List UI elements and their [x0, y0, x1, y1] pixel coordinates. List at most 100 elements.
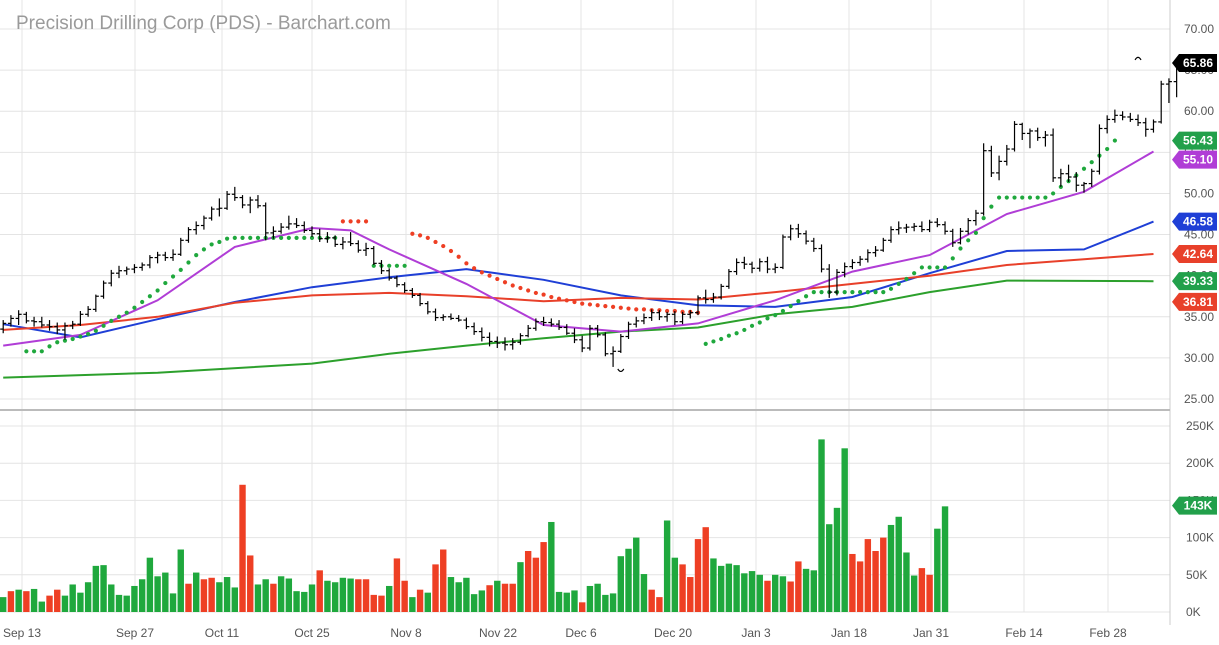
- sar-dot-up: [70, 336, 75, 342]
- price-bars: [0, 56, 1180, 373]
- sar-dot-up: [387, 263, 392, 268]
- volume-bar: [671, 557, 679, 612]
- date-tick-label: Feb 14: [1005, 626, 1043, 640]
- sar-dot-down: [340, 219, 345, 224]
- price-bar: [772, 263, 779, 274]
- sar-dot-up: [888, 286, 894, 291]
- price-bar: [965, 218, 972, 235]
- volume-bar: [7, 591, 15, 612]
- sar-dot-down: [634, 307, 639, 312]
- price-bar: [617, 334, 624, 353]
- price-bar: [185, 227, 192, 243]
- price-bar: [401, 282, 408, 293]
- price-bar: [393, 275, 400, 288]
- badge-label: 36.81: [1183, 295, 1213, 309]
- price-bar: [710, 292, 717, 303]
- price-bar: [1119, 111, 1126, 121]
- price-bar: [46, 320, 53, 331]
- sar-dot-down: [564, 298, 569, 303]
- volume-bar: [370, 594, 377, 612]
- sar-dot-down: [479, 270, 484, 275]
- volume-bar: [270, 583, 277, 612]
- price-bar: [509, 338, 516, 350]
- price-bar: [687, 310, 694, 319]
- price-bar: [1034, 127, 1041, 141]
- price-bar: [841, 262, 848, 278]
- sar-dot-up: [31, 349, 37, 354]
- sar-dot-down: [472, 266, 477, 271]
- volume-bars: [0, 439, 949, 612]
- price-bar: [525, 325, 532, 338]
- sar-dot-down: [665, 308, 670, 314]
- price-badges[interactable]: 65.86 56.43 55.10 46.58 42.64 39.33 36.81 143K: [1172, 54, 1217, 515]
- volume-bar: [679, 564, 686, 612]
- volume-bar: [880, 537, 887, 612]
- price-bar: [895, 221, 902, 235]
- price-bar: [702, 289, 709, 304]
- sar-dot-up: [873, 290, 878, 295]
- sar-dot-up: [1105, 146, 1110, 152]
- volume-bar: [69, 584, 76, 612]
- sar-dot-down: [549, 294, 554, 300]
- volume-bar: [285, 578, 293, 612]
- volume-bar: [424, 592, 431, 612]
- price-bar: [1019, 122, 1026, 140]
- sar-dot-down: [425, 235, 430, 240]
- sar-dot-up: [757, 320, 762, 325]
- date-tick-label: Oct 11: [205, 626, 240, 640]
- volume-bar: [579, 602, 586, 612]
- price-bar: [911, 223, 918, 232]
- volume-bar: [826, 524, 833, 612]
- sar-dot-up: [935, 265, 940, 270]
- badge-label: 55.10: [1183, 153, 1213, 167]
- sar-dot-up: [1112, 138, 1117, 143]
- sar-dot-up: [140, 299, 145, 305]
- volume-bar: [169, 593, 177, 612]
- sar-dot-down: [487, 273, 492, 278]
- sar-dot-up: [981, 216, 986, 221]
- sar-dot-up: [255, 235, 261, 240]
- sar-dot-up: [719, 336, 724, 342]
- sar-dot-down: [363, 219, 369, 224]
- price-bar: [332, 235, 339, 247]
- swing-marker: [1134, 56, 1142, 61]
- sar-dot-up: [726, 333, 731, 338]
- sar-dot-down: [626, 306, 631, 311]
- price-bar: [803, 230, 810, 245]
- price-bar: [378, 260, 385, 275]
- volume-bar: [61, 595, 69, 612]
- badge-label: 65.86: [1183, 56, 1213, 70]
- volume-bar: [378, 595, 385, 612]
- price-bar: [239, 195, 246, 209]
- price-bar: [664, 311, 671, 322]
- price-bar: [640, 313, 647, 325]
- volume-bar: [779, 576, 787, 612]
- price-bar: [656, 310, 663, 321]
- sar-dot-down: [502, 280, 508, 285]
- chart-grid: [0, 0, 1171, 625]
- price-bar: [556, 320, 563, 330]
- price-bar: [309, 226, 315, 238]
- sar-dot-up: [796, 299, 801, 304]
- volume-bar: [833, 507, 841, 612]
- price-bar: [1065, 164, 1072, 182]
- volume-bar: [401, 580, 408, 612]
- volume-bar: [748, 571, 756, 612]
- badge-shape: [1172, 150, 1217, 169]
- volume-bar: [717, 565, 725, 612]
- sar-dot-down: [587, 302, 593, 307]
- price-tick-label: 30.00: [1184, 351, 1214, 365]
- price-bar: [278, 223, 285, 234]
- date-tick-label: Jan 31: [913, 626, 949, 640]
- date-tick-label: Sep 27: [116, 626, 154, 640]
- volume-bar: [38, 601, 45, 612]
- price-bar: [671, 311, 678, 325]
- volume-bar: [447, 577, 455, 612]
- price-bar: [903, 223, 910, 233]
- price-bar: [69, 320, 76, 330]
- volume-bar: [741, 573, 748, 612]
- sar-dot-up: [749, 323, 755, 328]
- sar-dot-up: [232, 235, 237, 240]
- price-badge: 36.81: [1172, 292, 1217, 311]
- volume-bar: [509, 583, 516, 612]
